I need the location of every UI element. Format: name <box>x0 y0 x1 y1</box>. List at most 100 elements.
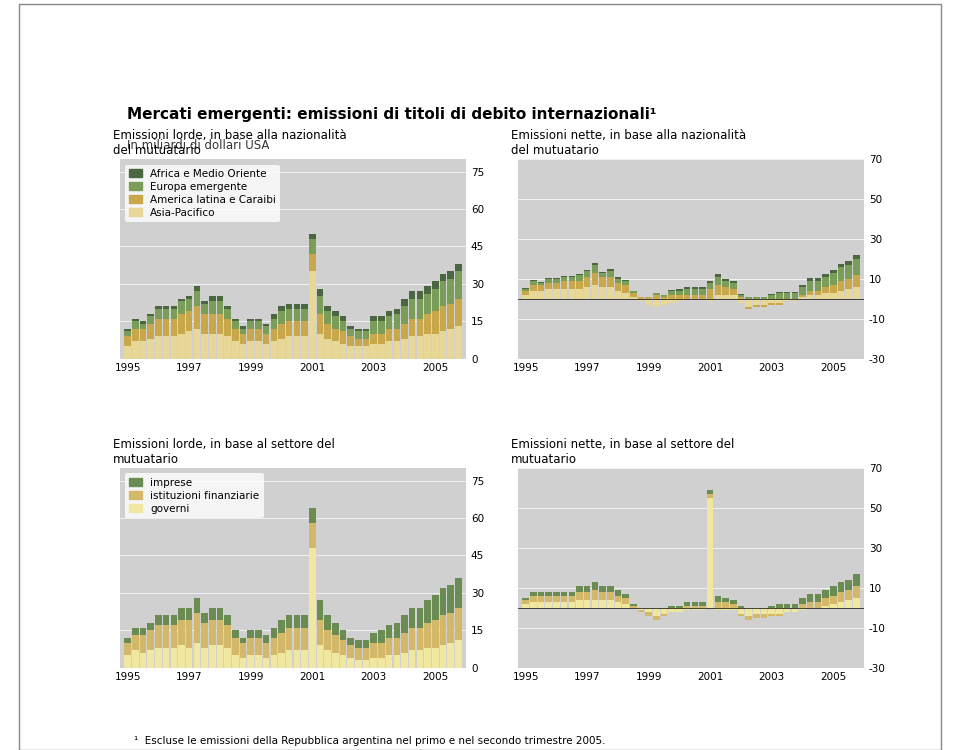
Bar <box>737 608 744 613</box>
Bar <box>576 592 583 600</box>
Bar <box>371 658 377 668</box>
Bar <box>745 608 752 616</box>
Bar <box>371 632 377 643</box>
Bar <box>730 600 736 604</box>
Bar <box>386 626 393 638</box>
Bar <box>371 334 377 344</box>
Bar <box>401 306 408 324</box>
Bar <box>209 645 216 668</box>
Bar <box>722 598 729 602</box>
Bar <box>645 608 652 612</box>
Bar <box>225 615 231 626</box>
Bar <box>630 291 636 292</box>
Bar <box>545 596 552 602</box>
Bar <box>783 292 790 298</box>
Bar <box>194 643 201 668</box>
Bar <box>737 295 744 297</box>
Bar <box>225 309 231 319</box>
Bar <box>607 592 613 600</box>
Bar <box>622 598 629 604</box>
Bar <box>440 332 446 358</box>
Bar <box>853 275 859 286</box>
Bar <box>148 324 154 339</box>
Bar <box>753 304 759 307</box>
Bar <box>202 302 208 304</box>
Bar <box>248 341 254 358</box>
Bar <box>576 280 583 289</box>
Bar <box>760 297 767 298</box>
Bar <box>378 334 385 344</box>
Bar <box>371 643 377 658</box>
Bar <box>309 548 316 668</box>
Bar <box>424 622 431 647</box>
Bar <box>830 273 836 285</box>
Bar <box>553 602 560 608</box>
Bar <box>576 586 583 592</box>
Bar <box>846 265 852 279</box>
Bar <box>301 615 308 628</box>
Bar <box>317 314 324 334</box>
Bar <box>217 645 224 668</box>
Bar <box>561 280 567 289</box>
Bar <box>179 298 184 302</box>
Bar <box>455 264 462 272</box>
Bar <box>660 298 667 304</box>
Bar <box>538 602 544 608</box>
Bar <box>591 273 598 285</box>
Bar <box>232 321 239 328</box>
Bar <box>148 314 154 316</box>
Text: Emissioni lorde, in base alla nazionalità
del mutuatario: Emissioni lorde, in base alla nazionalit… <box>113 129 347 157</box>
Bar <box>637 608 644 610</box>
Bar <box>676 295 683 298</box>
Bar <box>714 277 721 285</box>
Bar <box>830 604 836 608</box>
Bar <box>348 326 354 328</box>
Bar <box>668 608 675 612</box>
Bar <box>853 586 859 598</box>
Bar <box>255 630 262 638</box>
Bar <box>363 660 370 668</box>
Bar <box>830 270 836 273</box>
Bar <box>691 606 698 608</box>
Bar <box>576 275 583 280</box>
Bar <box>853 286 859 298</box>
Bar <box>707 490 713 494</box>
Bar <box>530 596 537 602</box>
Bar <box>815 594 821 602</box>
Bar <box>730 283 736 289</box>
Bar <box>707 283 713 289</box>
Bar <box>768 294 775 295</box>
Bar <box>424 647 431 668</box>
Bar <box>355 640 362 647</box>
Bar <box>409 608 416 628</box>
Bar <box>140 328 146 341</box>
Bar <box>278 632 285 652</box>
Bar <box>584 286 590 298</box>
Bar <box>324 630 331 650</box>
Bar <box>838 264 844 267</box>
Bar <box>568 596 575 602</box>
Bar <box>768 606 775 608</box>
Bar <box>240 344 247 358</box>
Bar <box>607 286 613 298</box>
Bar <box>792 292 798 298</box>
Bar <box>630 604 636 606</box>
Bar <box>760 608 767 613</box>
Bar <box>645 612 652 616</box>
Bar <box>440 281 446 306</box>
Bar <box>286 615 293 628</box>
Bar <box>745 307 752 309</box>
Bar <box>125 336 131 346</box>
Bar <box>424 294 431 314</box>
Bar <box>776 614 782 616</box>
Bar <box>576 289 583 298</box>
Bar <box>401 324 408 339</box>
Bar <box>432 289 439 311</box>
Bar <box>815 291 821 295</box>
Bar <box>225 626 231 647</box>
Bar <box>171 336 177 358</box>
Bar <box>684 606 690 608</box>
Bar <box>783 608 790 612</box>
Bar <box>576 274 583 275</box>
Bar <box>730 608 736 610</box>
